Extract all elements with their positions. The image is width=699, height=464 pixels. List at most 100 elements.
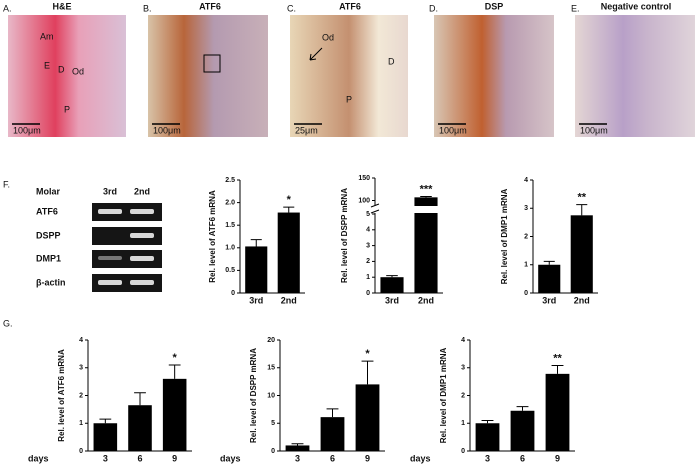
gel-row-label: ATF6 [36, 206, 58, 216]
y-tick-label: 0.5 [225, 267, 235, 274]
y-tick-label: 5 [271, 420, 275, 427]
gel: Molar 3rd 2nd ATF6 DSPP DMP1 β-actin [36, 186, 162, 292]
bar [128, 405, 152, 451]
image [575, 15, 695, 137]
x-tick-label: 3rd [385, 295, 399, 305]
image [434, 15, 554, 137]
panel-letter: C. [287, 3, 296, 13]
y-axis-label: Rel. level of DMP1 mRNA [500, 188, 509, 284]
y-tick-label: 1 [366, 274, 370, 281]
tissue-label: P [64, 104, 70, 114]
y-tick-label: 20 [267, 337, 275, 344]
y-tick-label: 3 [524, 205, 528, 212]
significance: * [173, 352, 178, 364]
y-tick-label: 4 [366, 227, 370, 234]
x-axis-label: days [410, 453, 431, 463]
image [8, 15, 126, 137]
y-tick-label: 100 [358, 197, 370, 204]
y-tick-label: 2 [461, 392, 465, 399]
significance: ** [577, 191, 586, 203]
error-bar [134, 392, 146, 406]
y-tick-label: 2 [79, 392, 83, 399]
bar [285, 445, 310, 451]
y-tick-label: 0 [461, 448, 465, 455]
gel-row-label: DSPP [36, 230, 61, 240]
bar [475, 423, 500, 451]
x-tick-label: 3rd [542, 295, 556, 305]
y-tick-label: 4 [79, 337, 83, 344]
y-tick-label: 3 [366, 242, 370, 249]
bar [162, 378, 187, 451]
panel-title: Negative control [601, 1, 672, 11]
bar [245, 246, 268, 293]
error-bar [481, 419, 494, 424]
y-tick-label: 2.0 [225, 199, 235, 206]
panel-letter: A. [3, 3, 12, 13]
x-tick-label: 6 [330, 453, 335, 463]
y-tick-label: 150 [358, 175, 370, 182]
tissue-label: Od [72, 66, 84, 76]
tissue-label: Am [40, 31, 54, 41]
x-tick-label: 9 [365, 453, 370, 463]
scale-bar-label: 25μm [295, 125, 318, 135]
error-bar [420, 195, 432, 198]
error-bar [386, 275, 398, 278]
x-tick-label: 3 [295, 453, 300, 463]
y-tick-label: 10 [267, 392, 275, 399]
x-tick-label: 6 [137, 453, 142, 463]
bar [355, 384, 380, 451]
scale-bar-label: 100μm [13, 125, 41, 135]
tissue-label: D [388, 56, 395, 66]
y-tick-label: 2.5 [225, 177, 235, 184]
x-tick-label: 2nd [281, 295, 297, 305]
significance: * [287, 194, 292, 206]
y-axis-label: Rel. level of ATF6 mRNA [57, 349, 66, 442]
x-tick-label: 6 [520, 453, 525, 463]
y-tick-label: 4 [461, 337, 465, 344]
significance: *** [420, 183, 434, 195]
x-tick-label: 2nd [574, 295, 590, 305]
x-tick-label: 3 [103, 453, 108, 463]
panel-title: ATF6 [339, 1, 361, 11]
scale-bar-label: 100μm [153, 125, 181, 135]
y-tick-label: 1 [461, 420, 465, 427]
gel-row-label: DMP1 [36, 253, 61, 263]
x-axis-label: days [28, 453, 49, 463]
error-bar [361, 360, 374, 385]
error-bar [516, 406, 529, 411]
y-axis-label: Rel. level of DMP1 mRNA [439, 347, 448, 443]
x-tick-label: 9 [555, 453, 560, 463]
bar [277, 212, 300, 293]
y-tick-label: 5 [366, 211, 370, 218]
y-axis-label: Rel. level of ATF6 mRNA [208, 190, 217, 283]
panel-letter: B. [143, 3, 152, 13]
bar [414, 197, 438, 293]
error-bar [168, 364, 181, 379]
bar [380, 277, 404, 293]
y-tick-label: 1 [524, 262, 528, 269]
panel-title: H&E [52, 1, 71, 11]
y-tick-label: 0 [79, 448, 83, 455]
scale-bar-label: 100μm [439, 125, 467, 135]
x-tick-label: 3rd [249, 295, 263, 305]
error-bar [576, 204, 588, 216]
gel-header: Molar [36, 186, 61, 196]
x-tick-label: 2nd [418, 295, 434, 305]
y-tick-label: 1.5 [225, 222, 235, 229]
image [290, 15, 408, 137]
y-axis-label: Rel. level of DSPP mRNA [249, 348, 258, 443]
y-tick-label: 4 [524, 177, 528, 184]
bar [510, 410, 535, 451]
tissue-label: P [346, 94, 352, 104]
gel-header: 3rd [103, 186, 117, 196]
y-tick-label: 1 [79, 420, 83, 427]
panel-title: ATF6 [199, 1, 221, 11]
y-tick-label: 0 [366, 290, 370, 297]
bar [320, 417, 345, 451]
error-bar [250, 239, 262, 247]
significance: * [365, 348, 370, 360]
bar [570, 215, 593, 293]
section-label: F. [3, 179, 10, 189]
y-tick-label: 1.0 [225, 245, 235, 252]
